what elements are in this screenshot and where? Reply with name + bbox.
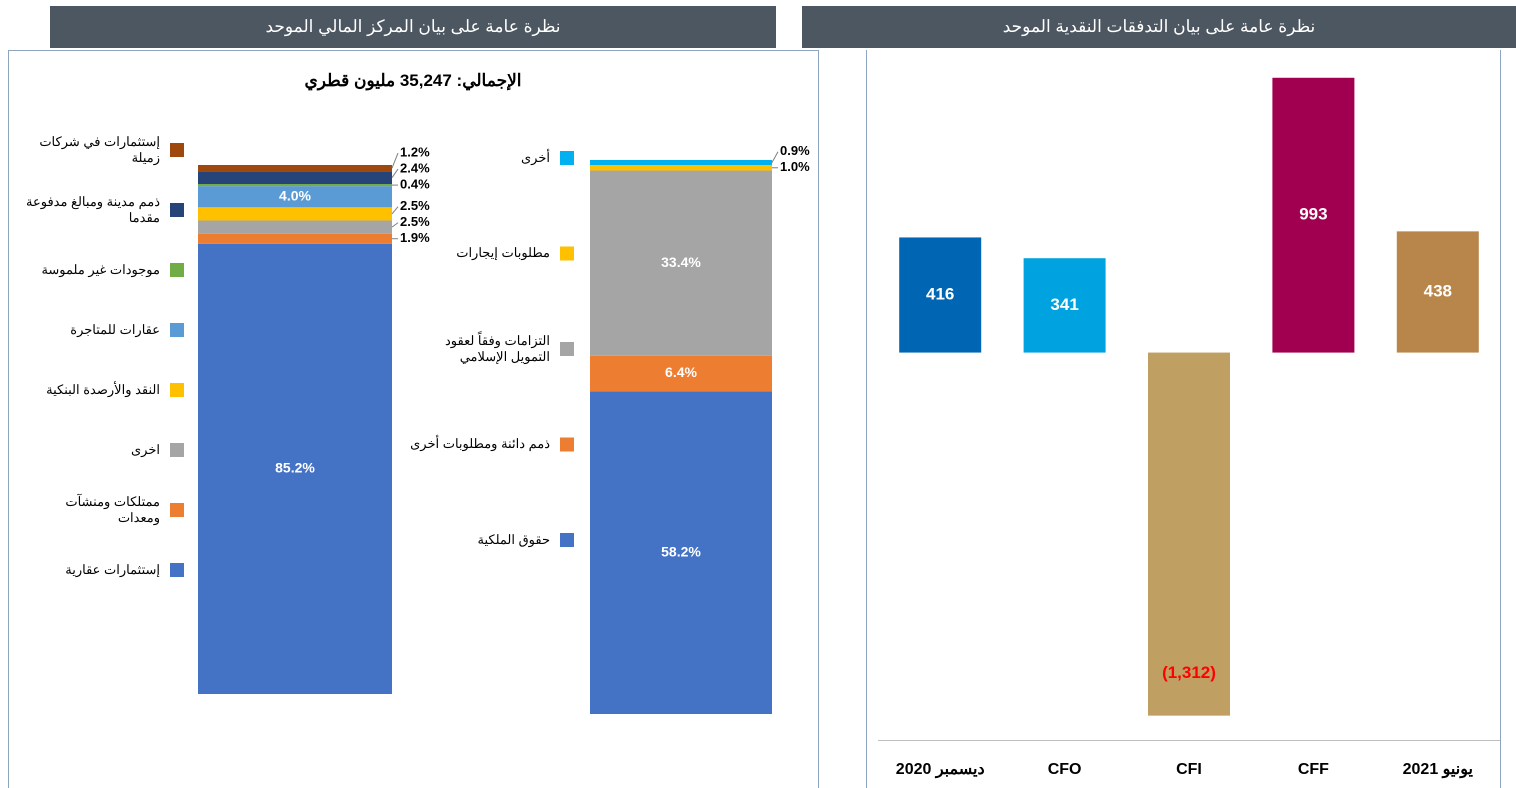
legend-label: ممتلكات ومنشآت ومعدات: [65, 494, 160, 526]
value-label: 416: [926, 284, 954, 303]
legend-swatch: [560, 437, 574, 452]
value-label: 1.9%: [400, 230, 430, 245]
legend-swatch: [170, 263, 184, 277]
value-label: 0.9%: [780, 143, 810, 158]
bar-segment: [198, 184, 392, 187]
bar: [1272, 77, 1355, 353]
legend-label: إستثمارات عقارية: [65, 561, 160, 577]
value-label: (1,312): [1162, 663, 1216, 682]
bar-segment: [198, 171, 392, 185]
legend-label: التزامات وفقاً لعقود التمويل الإسلامي: [444, 333, 550, 365]
leader-line: [391, 168, 399, 178]
legend-swatch: [560, 246, 574, 261]
legend-swatch: [170, 383, 184, 397]
value-label: 1.2%: [400, 145, 430, 160]
x-tick-label: ديسمبر 2020: [895, 761, 985, 778]
value-label: 2.5%: [400, 198, 430, 213]
legend-swatch: [170, 143, 184, 157]
bar-segment: [198, 220, 392, 234]
bar-segment: [590, 170, 772, 356]
chart-subtitle: الإجمالي: 35,247 مليون قطري: [304, 71, 522, 90]
right-header-bar: [802, 6, 1516, 48]
bar-segment: [590, 355, 772, 392]
bar-segment: [198, 165, 392, 172]
value-label: 341: [1050, 295, 1078, 314]
x-tick-label: يونيو 2021: [1402, 761, 1473, 778]
chart-title: نظرة عامة على بيان التدفقات النقدية المو…: [1002, 17, 1316, 36]
legend-swatch: [170, 563, 184, 577]
legend-label: موجودات غير ملموسة: [41, 261, 160, 277]
value-label: 58.2%: [661, 543, 701, 559]
bar: [899, 237, 982, 353]
legend-swatch: [560, 533, 574, 547]
value-label: 6.4%: [665, 364, 697, 380]
value-label: 438: [1424, 281, 1452, 300]
legend-label: اخرى: [131, 441, 160, 457]
leader-line: [391, 222, 399, 228]
bar: [1148, 352, 1230, 716]
value-label: 0.4%: [400, 177, 430, 192]
left-panel-border: [8, 50, 819, 788]
bar: [1396, 231, 1479, 353]
left-header-bar: [50, 6, 776, 48]
legend-swatch: [170, 203, 184, 217]
value-label: 1.0%: [780, 159, 810, 174]
leader-line: [771, 151, 779, 163]
value-label: 993: [1299, 205, 1327, 224]
value-label: 2.4%: [400, 161, 430, 176]
bar-segment: [198, 243, 392, 695]
bar-segment: [590, 391, 772, 714]
legend-swatch: [560, 342, 574, 356]
x-tick-label: CFF: [1297, 761, 1329, 778]
bar: [1023, 258, 1106, 353]
value-label: 2.5%: [400, 214, 430, 229]
value-label: 85.2%: [275, 460, 315, 476]
x-tick-label: CFO: [1047, 761, 1082, 778]
legend-swatch: [170, 323, 184, 337]
bar-segment: [590, 164, 772, 171]
legend-label: ذمم دائنة ومطلوبات أخرى: [410, 436, 550, 452]
legend-label: النقد والأرصدة البنكية: [46, 381, 160, 397]
bar-segment: [198, 186, 392, 208]
legend-swatch: [170, 443, 184, 457]
bar-segment: [198, 207, 392, 221]
value-label: 33.4%: [661, 254, 701, 270]
legend-swatch: [560, 151, 574, 165]
legend-label: عقارات للمتاجرة: [70, 321, 160, 337]
bar-segment: [590, 160, 772, 165]
legend-label: مطلوبات إيجارات: [456, 245, 550, 261]
legend-swatch: [170, 503, 184, 517]
legend-label: إستثمارات في شركات زميلة: [39, 134, 160, 166]
value-label: 4.0%: [279, 187, 311, 203]
leader-line: [391, 152, 399, 169]
x-tick-label: CFI: [1176, 761, 1202, 778]
legend-label: أخرى: [521, 149, 550, 165]
legend-label: ذمم مدينة ومبالغ مدفوعة مقدما: [26, 194, 160, 226]
legend-label: حقوق الملكية: [477, 531, 551, 547]
leader-line: [391, 206, 399, 215]
bar-segment: [198, 233, 392, 244]
chart-title: نظرة عامة على بيان المركز المالي الموحد: [265, 17, 561, 36]
